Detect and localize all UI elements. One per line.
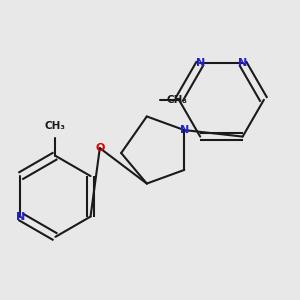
Text: N: N [16,212,25,222]
Text: N: N [238,58,247,68]
Text: N: N [196,58,205,68]
Text: N: N [180,125,189,135]
Text: CH₃: CH₃ [45,122,66,131]
Text: CH₃: CH₃ [167,95,188,105]
Text: O: O [95,143,104,153]
